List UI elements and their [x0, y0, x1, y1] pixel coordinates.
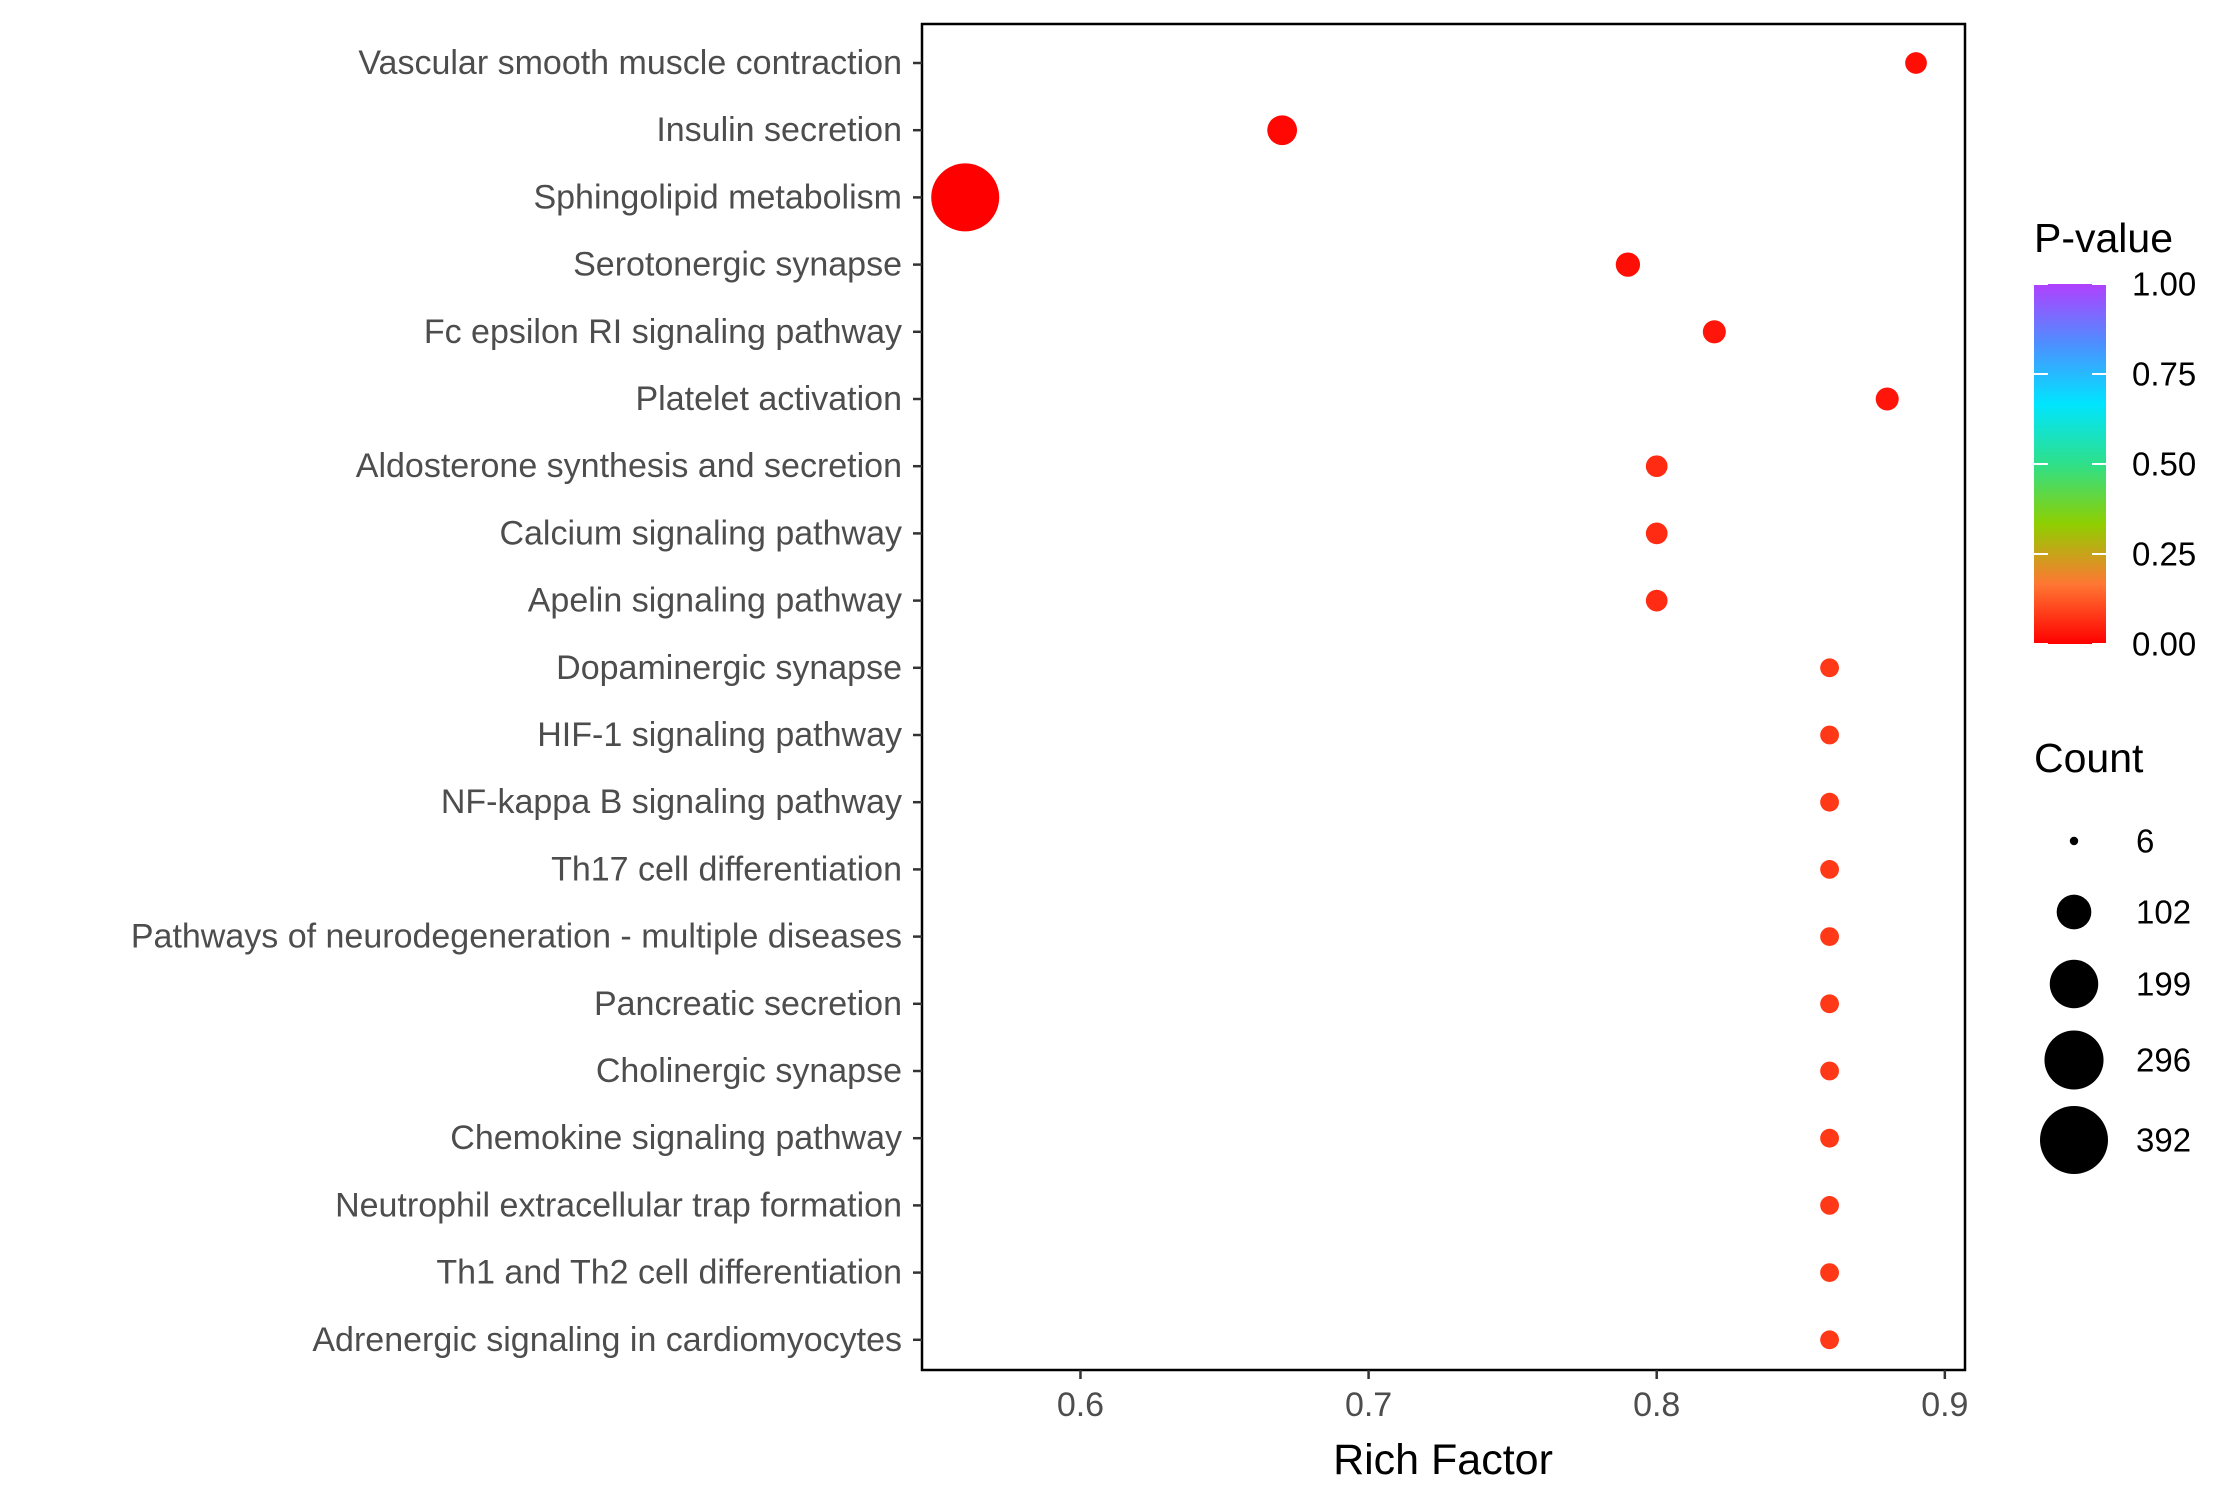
point-nf-kappa-b-signaling-pathway: [1820, 792, 1839, 812]
y-label-serotonergic-synapse: Serotonergic synapse: [573, 246, 902, 284]
point-dopaminergic-synapse: [1820, 658, 1839, 678]
pvalue-colorbar-ticks: 0.00 0.25 0.50 0.75 1.00: [2034, 266, 2196, 663]
point-vascular-smooth-muscle-contraction: [1905, 52, 1927, 74]
point-aldosterone-synthesis-and-secretion: [1645, 455, 1668, 478]
count-key-label-102: 102: [2136, 894, 2191, 931]
y-label-aldosterone-synthesis-and-secretion: Aldosterone synthesis and secretion: [356, 447, 902, 485]
count-legend-title: Count: [2034, 735, 2144, 781]
y-axis: Vascular smooth muscle contraction Insuli…: [131, 44, 922, 1359]
y-label-th17-cell-differentiation: Th17 cell differentiation: [551, 850, 902, 888]
point-adrenergic-signaling-in-cardiomyocytes: [1820, 1330, 1839, 1350]
point-fc-epsilon-ri-signaling-pathway: [1702, 320, 1726, 344]
point-th17-cell-differentiation: [1820, 859, 1839, 879]
x-tick-label-0.7: 0.7: [1345, 1386, 1392, 1424]
y-label-cholinergic-synapse: Cholinergic synapse: [596, 1052, 902, 1090]
colorbar-label-4: 1.00: [2132, 266, 2196, 303]
colorbar-label-3: 0.75: [2132, 356, 2196, 393]
plot-panel-border: [920, 22, 1967, 1372]
count-key-label-392: 392: [2136, 1122, 2191, 1159]
count-key-label-296: 296: [2136, 1042, 2191, 1079]
point-pathways-of-neurodegeneration-multiple-diseases: [1820, 927, 1839, 947]
colorbar-label-2: 0.50: [2132, 446, 2196, 483]
colorbar-label-0: 0.00: [2132, 626, 2196, 663]
count-key-circle-102: [2056, 894, 2092, 930]
y-label-insulin-secretion: Insulin secretion: [656, 111, 902, 149]
point-th1-and-th2-cell-differentiation: [1820, 1263, 1839, 1283]
y-label-adrenergic-signaling-in-cardiomyocytes: Adrenergic signaling in cardiomyocytes: [312, 1321, 902, 1359]
y-label-th1-and-th2-cell-differentiation: Th1 and Th2 cell differentiation: [436, 1254, 902, 1292]
count-legend-keys: 6 102 199 296 392: [2040, 823, 2191, 1174]
y-label-nf-kappa-b-signaling-pathway: NF-kappa B signaling pathway: [441, 783, 902, 821]
count-key-circle-6: [2069, 836, 2079, 846]
point-calcium-signaling-pathway: [1645, 522, 1668, 545]
x-tick-label-0.6: 0.6: [1057, 1386, 1104, 1424]
pvalue-legend: P-value 0.00 0.25 0.50 0.75 1.00: [2034, 215, 2196, 663]
x-tick-label-0.9: 0.9: [1921, 1386, 1968, 1424]
y-label-neutrophil-extracellular-trap-formation: Neutrophil extracellular trap formation: [335, 1186, 902, 1224]
x-axis-title: Rich Factor: [1333, 1436, 1553, 1484]
count-key-circle-199: [2049, 959, 2099, 1009]
point-neutrophil-extracellular-trap-formation: [1820, 1195, 1839, 1215]
point-chemokine-signaling-pathway: [1820, 1128, 1839, 1148]
point-sphingolipid-metabolism: [931, 163, 1000, 232]
count-legend: Count 6 102 199 296 392: [2034, 735, 2191, 1174]
point-apelin-signaling-pathway: [1645, 589, 1668, 612]
colorbar-label-1: 0.25: [2132, 536, 2196, 573]
y-label-hif-1-signaling-pathway: HIF-1 signaling pathway: [537, 716, 902, 754]
point-cholinergic-synapse: [1820, 1061, 1839, 1081]
point-pancreatic-secretion: [1820, 994, 1839, 1014]
point-serotonergic-synapse: [1615, 252, 1641, 277]
y-label-chemokine-signaling-pathway: Chemokine signaling pathway: [450, 1119, 902, 1157]
count-key-label-6: 6: [2136, 823, 2154, 860]
y-label-sphingolipid-metabolism: Sphingolipid metabolism: [533, 178, 902, 216]
point-hif-1-signaling-pathway: [1820, 725, 1839, 745]
point-platelet-activation: [1875, 387, 1899, 411]
y-label-platelet-activation: Platelet activation: [636, 380, 903, 418]
x-axis: 0.6 0.7 0.8 0.9: [1057, 1370, 1968, 1424]
count-key-circle-392: [2040, 1106, 2108, 1174]
pvalue-legend-title: P-value: [2034, 215, 2173, 261]
x-tick-label-0.8: 0.8: [1633, 1386, 1680, 1424]
y-label-dopaminergic-synapse: Dopaminergic synapse: [556, 649, 902, 687]
count-key-label-199: 199: [2136, 966, 2191, 1003]
y-label-pathways-of-neurodegeneration-multiple-diseases: Pathways of neurodegeneration - multiple…: [131, 918, 902, 956]
y-label-calcium-signaling-pathway: Calcium signaling pathway: [499, 514, 902, 552]
points-layer: [931, 52, 1927, 1350]
y-label-vascular-smooth-muscle-contraction: Vascular smooth muscle contraction: [358, 44, 902, 82]
y-label-apelin-signaling-pathway: Apelin signaling pathway: [528, 582, 902, 620]
y-label-fc-epsilon-ri-signaling-pathway: Fc epsilon RI signaling pathway: [424, 313, 902, 351]
count-key-circle-296: [2044, 1030, 2104, 1090]
y-label-pancreatic-secretion: Pancreatic secretion: [594, 985, 902, 1023]
point-insulin-secretion: [1267, 115, 1298, 146]
